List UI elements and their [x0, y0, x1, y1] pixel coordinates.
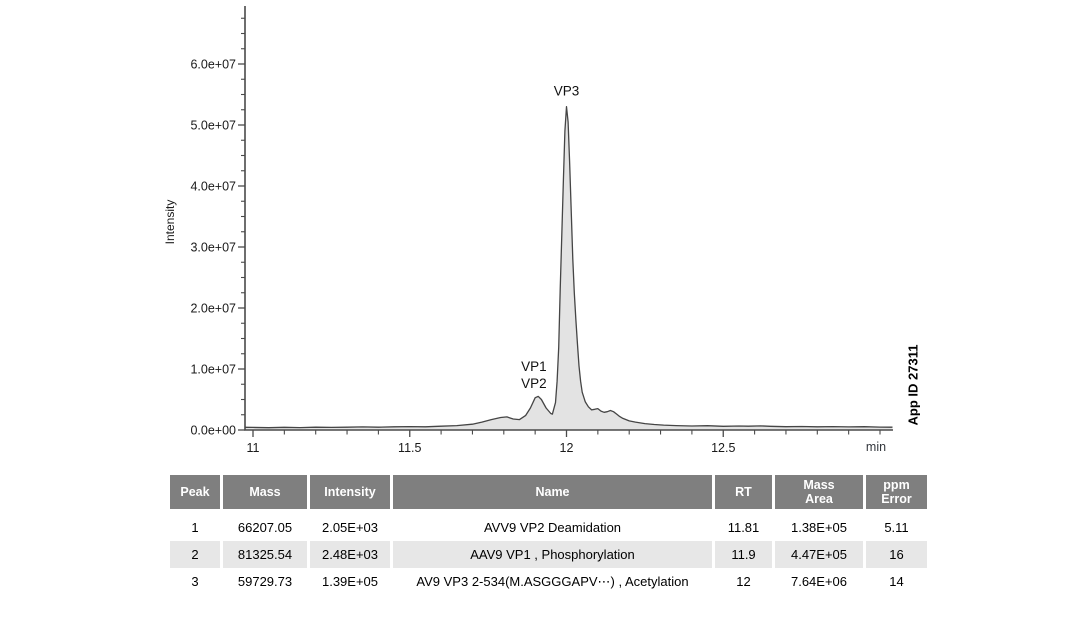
cell-peak-row2: 2 — [170, 541, 220, 568]
chromatogram-chart: 0.0e+00 1.0e+07 2.0e+07 3.0e+07 4.0e+07 5.0e+… — [163, 6, 921, 455]
cell-peak-row1: 1 — [191, 520, 199, 535]
trace-fill — [245, 106, 893, 430]
x-tick-label: 12 — [560, 441, 574, 455]
y-axis-title: Intensity — [163, 199, 177, 245]
cell-ppm-error-row1: 5.11 — [884, 520, 909, 535]
table-row-2: 2 81325.54 2.48E+03 AAV9 VP1 , Phosphorylat… — [170, 541, 927, 568]
peak-table: Peak Mass Intensity Name RT Mass Area ppm Erro… — [170, 475, 927, 595]
table-row-1: 1 66207.05 2.05E+03 AVV9 VP2 Deamidation 11.… — [170, 514, 927, 541]
cell-peak-row3: 3 — [191, 574, 199, 589]
col-header-name: Name — [393, 475, 712, 509]
trace-line — [245, 106, 893, 429]
peak-label-vp1: VP1 — [521, 359, 547, 374]
cell-rt-row3: 12 — [736, 574, 751, 589]
x-axis-unit-label: min — [865, 440, 887, 454]
peak-label-vp2: VP2 — [521, 376, 547, 391]
cell-ppm-error-row2: 16 — [866, 541, 927, 568]
peak-label-vp3: VP3 — [554, 84, 580, 99]
y-tick-label: 4.0e+07 — [190, 180, 236, 194]
cell-mass-row3: 59729.73 — [237, 574, 293, 589]
cell-mass-row2: 81325.54 — [223, 541, 307, 568]
cell-name-row3: AV9 VP3 2-534(M.ASGGGAPV⋯) , Acetylation — [416, 573, 689, 589]
y-tick-label: 5.0e+07 — [190, 119, 236, 133]
y-tick-label: 3.0e+07 — [190, 241, 236, 255]
cell-mass-row1: 66207.05 — [237, 520, 293, 535]
col-header-peak: Peak — [170, 475, 220, 509]
chart-plot: 0.0e+00 1.0e+07 2.0e+07 3.0e+07 4.0e+07 5.0e+… — [190, 6, 893, 455]
x-tick-label: 12.5 — [711, 441, 735, 455]
cell-rt-row1: 11.81 — [727, 520, 760, 535]
cell-name-row2: AAV9 VP1 , Phosphorylation — [393, 541, 712, 568]
table-row-3: 3 59729.73 1.39E+05 AV9 VP3 2-534(M.ASGGGAP… — [170, 568, 927, 595]
x-tick-label: 11 — [247, 441, 260, 455]
y-tick-label: 2.0e+07 — [190, 302, 236, 316]
cell-ppm-error-row3: 14 — [889, 574, 904, 589]
header-row: Peak Mass Intensity Name RT Mass Area ppm Erro… — [170, 475, 927, 509]
app-id-label: App ID 27311 — [905, 344, 921, 426]
col-header-mass-area: Mass Area — [775, 475, 863, 509]
cell-mass-area-row1: 1.38E+05 — [790, 520, 848, 535]
y-tick-label: 1.0e+07 — [190, 363, 236, 377]
col-header-mass: Mass — [223, 475, 307, 509]
col-header-ppm-error: ppm Error — [866, 475, 927, 509]
y-tick-label: 6.0e+07 — [190, 58, 236, 72]
cell-intensity-row1: 2.05E+03 — [321, 520, 379, 535]
cell-mass-area-row2: 4.47E+05 — [775, 541, 863, 568]
cell-rt-row2: 11.9 — [715, 541, 772, 568]
x-tick-label: 11.5 — [398, 441, 421, 455]
cell-name-row1: AVV9 VP2 Deamidation — [483, 520, 622, 535]
col-header-intensity: Intensity — [310, 475, 390, 509]
col-header-rt: RT — [715, 475, 772, 509]
peak-table-body: 1 66207.05 2.05E+03 AVV9 VP2 Deamidation 11.… — [170, 514, 927, 595]
cell-mass-area-row3: 7.64E+06 — [790, 574, 848, 589]
y-tick-label: 0.0e+00 — [190, 424, 236, 438]
peak-table-header: Peak Mass Intensity Name RT Mass Area ppm Erro… — [170, 475, 927, 509]
cell-intensity-row3: 1.39E+05 — [321, 574, 379, 589]
cell-intensity-row2: 2.48E+03 — [310, 541, 390, 568]
